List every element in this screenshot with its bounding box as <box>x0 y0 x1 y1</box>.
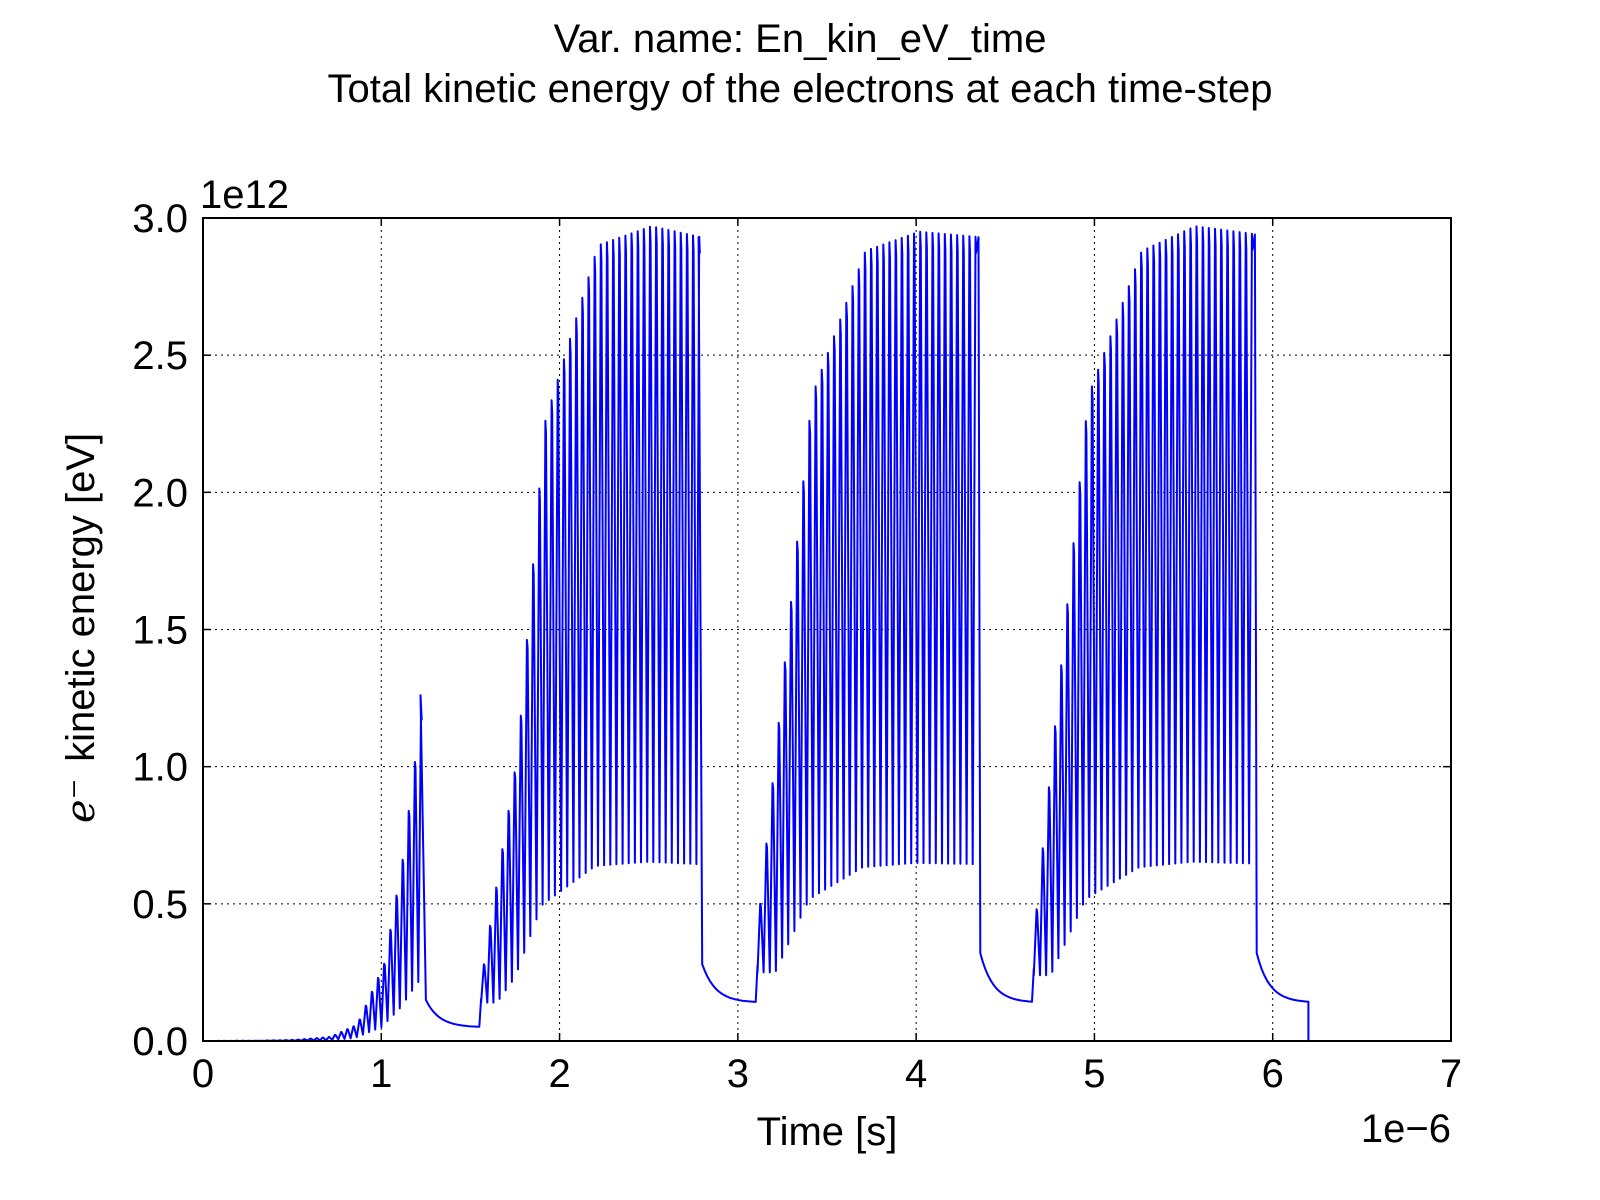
x-tick-label: 5 <box>1083 1052 1105 1096</box>
y-axis-label-text: kinetic energy [eV] <box>59 433 103 762</box>
x-tick-label: 1 <box>370 1052 392 1096</box>
chart-title: Var. name: En_kin_eV_time <box>554 17 1047 61</box>
x-tick-label: 3 <box>727 1052 749 1096</box>
y-tick-label: 1.5 <box>132 609 188 653</box>
y-tick-label: 0.0 <box>132 1020 188 1064</box>
series-layer <box>203 225 1310 1041</box>
x-tick-label: 0 <box>192 1052 214 1096</box>
y-tick-label: 2.5 <box>132 334 188 378</box>
x-tick-label: 6 <box>1262 1052 1284 1096</box>
series-line <box>203 225 1310 1041</box>
y-tick-label: 0.5 <box>132 883 188 927</box>
x-axis-label: Time [s] <box>757 1110 898 1154</box>
x-axis-multiplier: 1e−6 <box>1361 1107 1451 1151</box>
chart-subtitle: Total kinetic energy of the electrons at… <box>328 67 1273 111</box>
y-tick-label: 1.0 <box>132 746 188 790</box>
svg-text:e⁻ kinetic energy [eV]: e⁻ kinetic energy [eV] <box>58 433 104 823</box>
x-tick-label: 4 <box>905 1052 927 1096</box>
tick-layer: 0 1 2 3 4 5 6 7 0.0 0.5 1.0 1.5 2.0 2.5 3.0 <box>132 197 1462 1096</box>
plot-frame <box>202 217 1452 1042</box>
x-tick-label: 7 <box>1440 1052 1462 1096</box>
x-tick-label: 2 <box>548 1052 570 1096</box>
y-tick-label: 2.0 <box>132 471 188 515</box>
y-axis-label-symbol: e⁻ <box>58 778 104 823</box>
y-axis-label: e⁻ kinetic energy [eV] <box>58 433 104 823</box>
y-axis-multiplier: 1e12 <box>200 173 289 217</box>
y-tick-label: 3.0 <box>132 197 188 241</box>
